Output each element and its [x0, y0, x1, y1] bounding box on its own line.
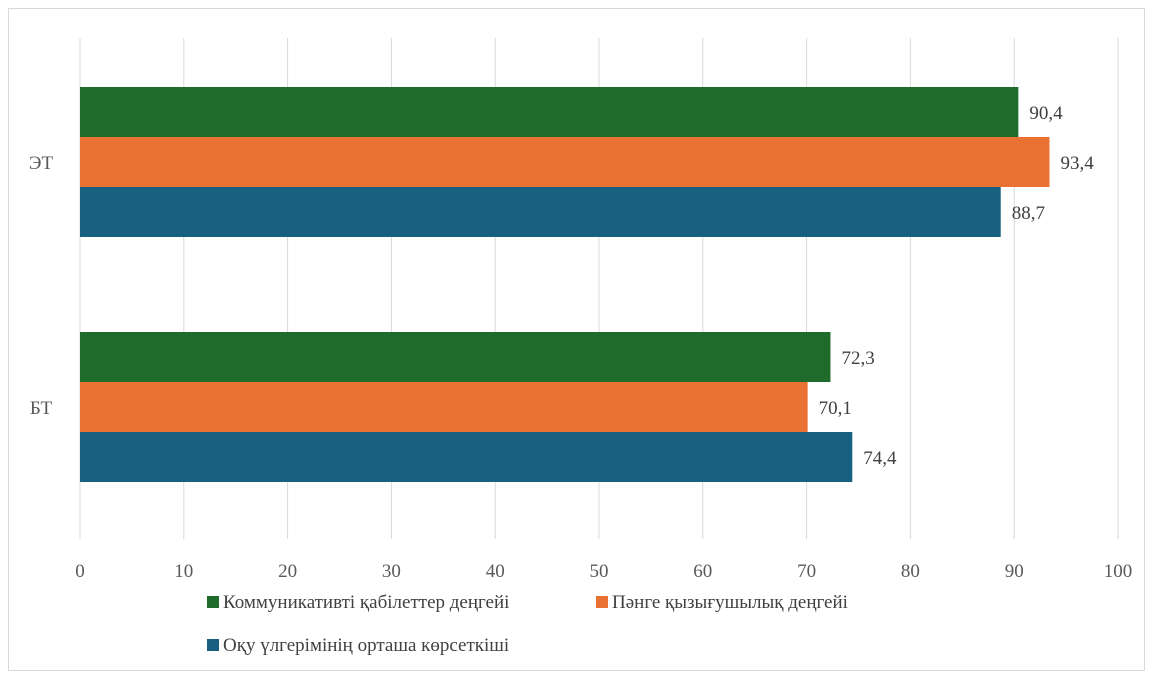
legend-label: Пәнге қызығушылық деңгейі	[612, 592, 848, 613]
x-tick-label: 40	[486, 561, 505, 582]
category-labels: ЭТ БТ	[29, 153, 54, 419]
data-label: 74,4	[863, 448, 897, 469]
legend: Коммуникативті қабілеттер деңгейі Пәнге қ…	[207, 592, 848, 656]
bar	[80, 137, 1050, 187]
x-tick-label: 20	[278, 561, 297, 582]
x-tick-labels: 0 10 20 30 40 50 60 70 80 90 100	[75, 561, 1132, 582]
bar-chart: 90,4 93,4 88,7 72,3 70,1 74,4 ЭТ БТ 0 10 20 30 40 5…	[29, 38, 1132, 656]
bar	[80, 332, 831, 382]
category-label: ЭТ	[29, 153, 54, 174]
x-tick-label: 80	[901, 561, 920, 582]
legend-label: Оқу үлгерімінің орташа көрсеткіші	[223, 635, 509, 656]
x-tick-label: 30	[382, 561, 401, 582]
x-tick-label: 70	[797, 561, 816, 582]
category-label: БТ	[30, 398, 53, 419]
legend-swatch	[207, 596, 219, 608]
data-label: 90,4	[1029, 103, 1063, 124]
x-tick-label: 10	[174, 561, 193, 582]
legend-swatch	[207, 639, 219, 651]
data-label: 93,4	[1060, 153, 1094, 174]
bar	[80, 87, 1019, 137]
data-label: 72,3	[841, 348, 874, 369]
data-label: 88,7	[1012, 203, 1045, 224]
chart-frame: 90,4 93,4 88,7 72,3 70,1 74,4 ЭТ БТ 0 10 20 30 40 5…	[8, 8, 1145, 671]
legend-swatch	[596, 596, 608, 608]
x-tick-label: 90	[1005, 561, 1024, 582]
bar	[80, 432, 853, 482]
x-tick-label: 100	[1104, 561, 1133, 582]
data-label: 70,1	[819, 398, 852, 419]
value-labels: 90,4 93,4 88,7 72,3 70,1 74,4	[819, 103, 1095, 469]
x-tick-label: 0	[75, 561, 85, 582]
x-tick-label: 60	[693, 561, 712, 582]
x-tick-label: 50	[590, 561, 609, 582]
bars	[80, 87, 1050, 482]
legend-label: Коммуникативті қабілеттер деңгейі	[223, 592, 509, 613]
bar	[80, 187, 1001, 237]
bar	[80, 382, 808, 432]
